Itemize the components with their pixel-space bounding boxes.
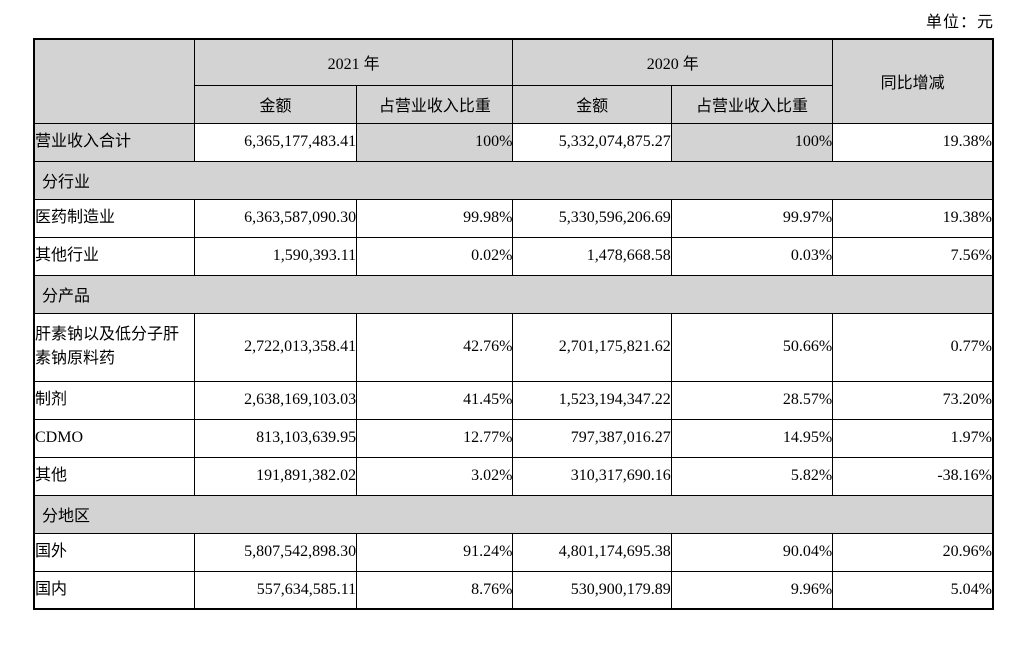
header-amount-2020: 金额 [512, 84, 672, 124]
amount-2020-cell: 5,332,074,875.27 [512, 122, 672, 162]
ratio-2021-cell: 41.45% [356, 380, 514, 420]
ratio-2021-cell: 3.02% [356, 456, 514, 496]
amount-2021-cell: 2,722,013,358.41 [193, 312, 358, 382]
amount-2021-cell: 6,363,587,090.30 [193, 198, 358, 238]
amount-2021-cell: 6,365,177,483.41 [193, 122, 358, 162]
amount-2020-cell: 2,701,175,821.62 [512, 312, 672, 382]
unit-label: 单位：元 [925, 14, 994, 31]
table-row-cdmo: CDMO 813,103,639.95 12.77% 797,387,016.2… [33, 418, 994, 458]
yoy-cell: 19.38% [832, 122, 994, 162]
ratio-2020-cell: 9.96% [670, 570, 834, 610]
ratio-2020-cell: 5.82% [670, 456, 834, 496]
header-ratio-2021: 占营业收入比重 [356, 84, 514, 124]
ratio-2021-cell: 12.77% [356, 418, 514, 458]
amount-2020-cell: 797,387,016.27 [512, 418, 672, 458]
amount-2021-cell: 5,807,542,898.30 [193, 532, 358, 572]
yoy-cell: 1.97% [832, 418, 994, 458]
ratio-2020-cell: 50.66% [670, 312, 834, 382]
ratio-2020-cell: 99.97% [670, 198, 834, 238]
ratio-2021-cell: 42.76% [356, 312, 514, 382]
row-label: CDMO [33, 418, 195, 458]
header-row-years: 2021 年 2020 年 同比增减 [33, 38, 994, 124]
table-row-total: 营业收入合计 6,365,177,483.41 100% 5,332,074,8… [33, 122, 994, 162]
row-label: 其他 [33, 456, 195, 496]
row-label: 国内 [33, 570, 195, 610]
yoy-cell: 0.77% [832, 312, 994, 382]
amount-2020-cell: 310,317,690.16 [512, 456, 672, 496]
amount-2020-cell: 5,330,596,206.69 [512, 198, 672, 238]
row-label: 医药制造业 [33, 198, 195, 238]
section-label: 分地区 [33, 494, 994, 534]
yoy-cell: 7.56% [832, 236, 994, 276]
row-label: 其他行业 [33, 236, 195, 276]
amount-2020-cell: 530,900,179.89 [512, 570, 672, 610]
table-row-other-product: 其他 191,891,382.02 3.02% 310,317,690.16 5… [33, 456, 994, 496]
amount-2021-cell: 2,638,169,103.03 [193, 380, 358, 420]
table-row-pharma: 医药制造业 6,363,587,090.30 99.98% 5,330,596,… [33, 198, 994, 238]
header-row-measures: 金额 占营业收入比重 金额 占营业收入比重 [34, 84, 993, 124]
yoy-cell: -38.16% [832, 456, 994, 496]
yoy-cell: 5.04% [832, 570, 994, 610]
report-page: 单位：元 2021 年 2020 年 同比增减 金额 占营业收入比重 金额 占营… [0, 8, 1027, 666]
ratio-2020-cell: 90.04% [670, 532, 834, 572]
yoy-cell: 20.96% [832, 532, 994, 572]
amount-2020-cell: 4,801,174,695.38 [512, 532, 672, 572]
ratio-2020-cell: 28.57% [670, 380, 834, 420]
ratio-2021-cell: 8.76% [356, 570, 514, 610]
amount-2021-cell: 813,103,639.95 [193, 418, 358, 458]
header-ratio-2020: 占营业收入比重 [670, 84, 834, 124]
amount-2021-cell: 191,891,382.02 [193, 456, 358, 496]
header-corner-cell [33, 38, 195, 124]
header-year-2020: 2020 年 [512, 38, 834, 86]
amount-2020-cell: 1,523,194,347.22 [512, 380, 672, 420]
table-row-preparation: 制剂 2,638,169,103.03 41.45% 1,523,194,347… [33, 380, 994, 420]
revenue-breakdown-table: 2021 年 2020 年 同比增减 金额 占营业收入比重 金额 占营业收入比重… [33, 38, 994, 610]
ratio-2021-cell: 0.02% [356, 236, 514, 276]
row-label: 营业收入合计 [33, 122, 195, 162]
header-yoy: 同比增减 [832, 38, 994, 124]
amount-2020-cell: 1,478,668.58 [512, 236, 672, 276]
header-amount-2021: 金额 [193, 84, 358, 124]
section-row-region: 分地区 [33, 494, 994, 534]
ratio-2021-cell: 99.98% [356, 198, 514, 238]
header-year-2021: 2021 年 [193, 38, 514, 86]
table-row-other-industry: 其他行业 1,590,393.11 0.02% 1,478,668.58 0.0… [33, 236, 994, 276]
yoy-cell: 19.38% [832, 198, 994, 238]
section-row-industry: 分行业 [33, 160, 994, 200]
table-row-domestic: 国内 557,634,585.11 8.76% 530,900,179.89 9… [33, 570, 994, 610]
amount-2021-cell: 1,590,393.11 [193, 236, 358, 276]
ratio-2020-cell: 0.03% [670, 236, 834, 276]
ratio-2020-cell: 100% [670, 122, 834, 162]
table-row-heparin: 肝素钠以及低分子肝素钠原料药 2,722,013,358.41 42.76% 2… [33, 312, 994, 382]
ratio-2020-cell: 14.95% [670, 418, 834, 458]
yoy-cell: 73.20% [832, 380, 994, 420]
row-label: 制剂 [33, 380, 195, 420]
section-row-product: 分产品 [33, 274, 994, 314]
row-label: 国外 [33, 532, 195, 572]
amount-2021-cell: 557,634,585.11 [193, 570, 358, 610]
ratio-2021-cell: 100% [356, 122, 514, 162]
row-label: 肝素钠以及低分子肝素钠原料药 [33, 312, 195, 382]
section-label: 分产品 [33, 274, 994, 314]
ratio-2021-cell: 91.24% [356, 532, 514, 572]
section-label: 分行业 [33, 160, 994, 200]
table-row-overseas: 国外 5,807,542,898.30 91.24% 4,801,174,695… [33, 532, 994, 572]
